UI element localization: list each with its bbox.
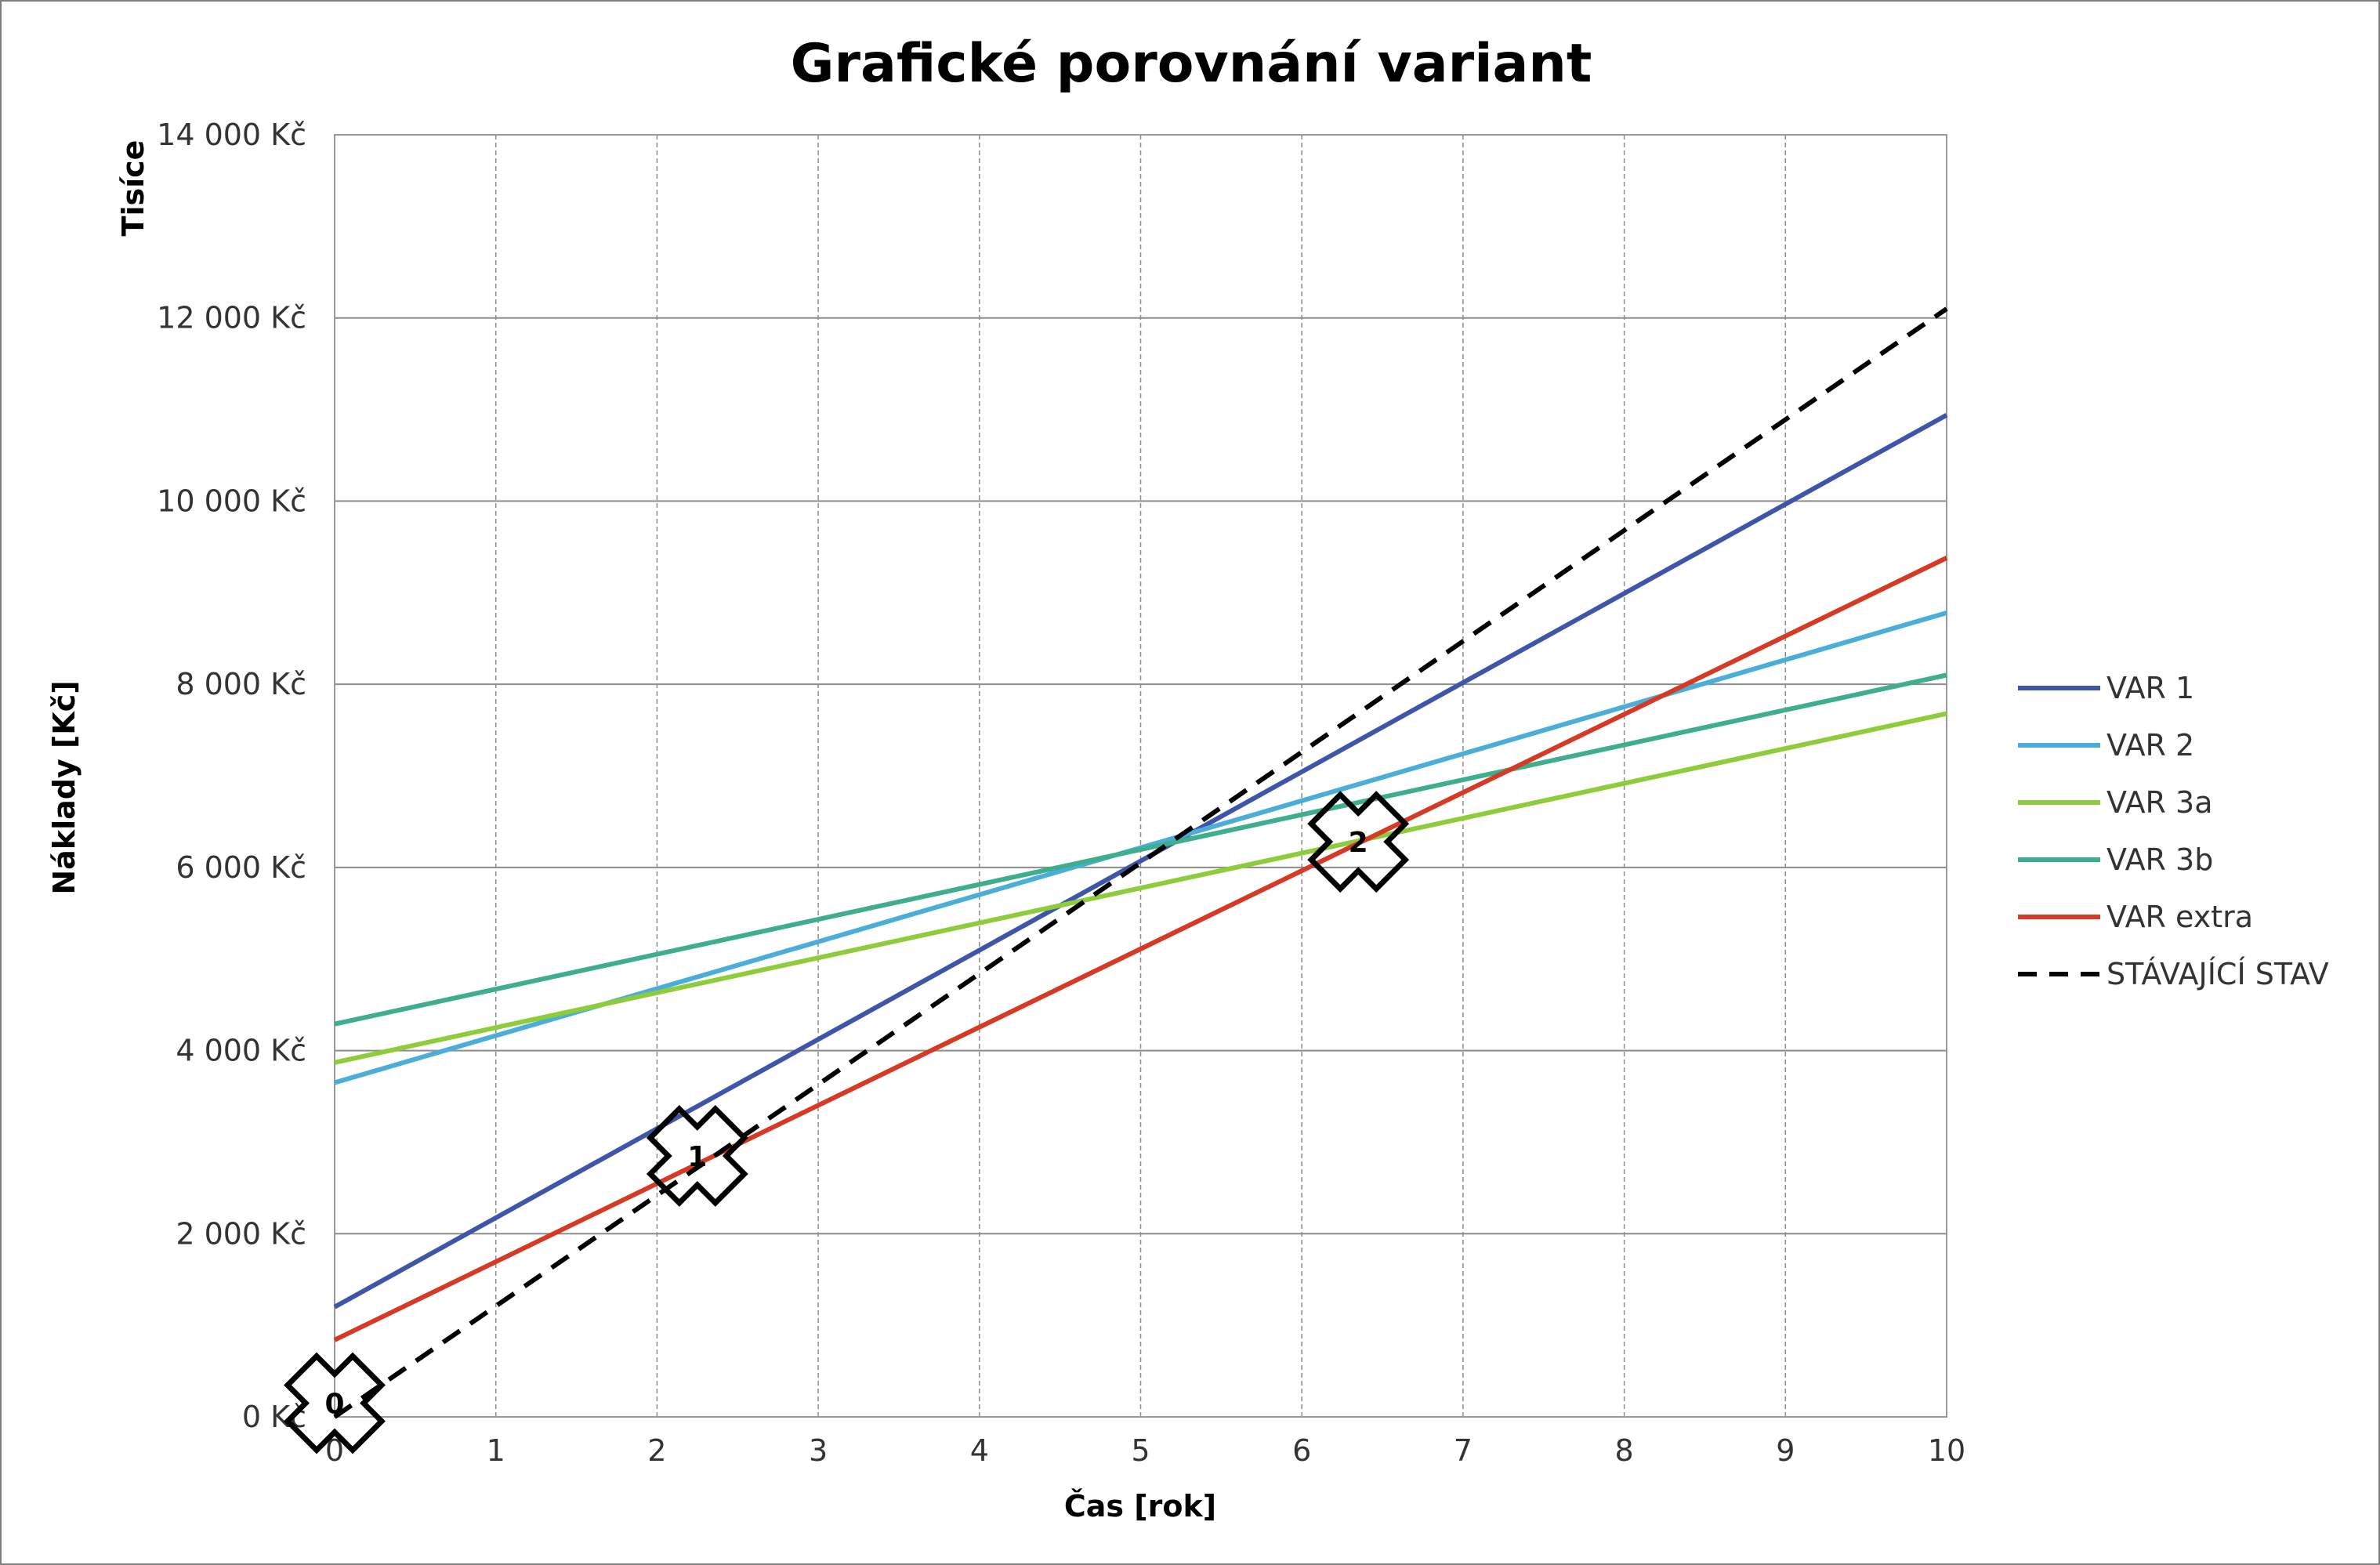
x-axis-tick-labels: 0 1 2 3 4 5 6 7 8 9 10 (325, 1433, 1965, 1468)
series-line (333, 306, 1948, 1419)
marker-label: 1 (687, 1141, 707, 1173)
intersection-marker: 0 (284, 1352, 386, 1455)
plot-area (334, 134, 1947, 1418)
series-line (334, 711, 1947, 1065)
marker-label: 0 (324, 1388, 344, 1420)
legend: VAR 1 VAR 2 VAR 3a VAR 3b VAR extra STÁVAJÍCÍ… (2018, 671, 2329, 991)
cross-marker-icon (1307, 791, 1410, 893)
legend-item: STÁVAJÍCÍ STAV (2018, 957, 2329, 991)
series-lines (333, 306, 1948, 1419)
x-tick-label: 1 (487, 1433, 505, 1468)
legend-item: VAR 1 (2018, 671, 2194, 705)
legend-label: VAR 3a (2106, 785, 2213, 820)
x-tick-label: 9 (1776, 1433, 1795, 1468)
y-tick-label: 12 000 Kč (157, 301, 306, 335)
legend-item: VAR 3a (2018, 785, 2213, 820)
legend-label: VAR 2 (2106, 728, 2194, 763)
x-axis-title: Čas [rok] (1064, 1489, 1216, 1523)
legend-label: STÁVAJÍCÍ STAV (2106, 957, 2329, 991)
legend-item: VAR extra (2018, 900, 2253, 934)
x-tick-label: 4 (970, 1433, 989, 1468)
legend-item: VAR 3b (2018, 842, 2213, 877)
series-line (334, 672, 1947, 1027)
legend-label: VAR 3b (2106, 842, 2213, 877)
marker-label: 2 (1349, 827, 1368, 859)
y-axis-unit-label: Tisíce (116, 140, 150, 237)
y-tick-label: 6 000 Kč (176, 850, 306, 885)
x-tick-label: 7 (1454, 1433, 1473, 1468)
y-tick-label: 14 000 Kč (157, 118, 306, 152)
y-tick-label: 10 000 Kč (157, 484, 306, 518)
intersection-marker: 1 (646, 1105, 748, 1207)
y-axis-title: Náklady [Kč] (47, 680, 82, 894)
y-tick-label: 2 000 Kč (176, 1216, 306, 1251)
x-tick-label: 3 (809, 1433, 828, 1468)
legend-label: VAR 1 (2106, 671, 2194, 705)
y-tick-label: 4 000 Kč (176, 1034, 306, 1068)
legend-label: VAR extra (2106, 900, 2253, 934)
series-line (333, 556, 1948, 1342)
x-tick-label: 5 (1131, 1433, 1150, 1468)
y-tick-label: 8 000 Kč (176, 667, 306, 701)
x-tick-label: 8 (1615, 1433, 1634, 1468)
cross-marker-icon (646, 1105, 748, 1207)
chart-title: Grafické porovnání variant (791, 33, 1592, 95)
x-tick-label: 10 (1928, 1433, 1965, 1468)
legend-item: VAR 2 (2018, 728, 2194, 763)
cross-marker-icon (284, 1352, 386, 1455)
series-line (333, 412, 1948, 1310)
x-tick-label: 2 (647, 1433, 666, 1468)
intersection-markers: 0 1 2 (284, 791, 1410, 1455)
x-tick-label: 6 (1292, 1433, 1311, 1468)
intersection-marker: 2 (1307, 791, 1410, 893)
